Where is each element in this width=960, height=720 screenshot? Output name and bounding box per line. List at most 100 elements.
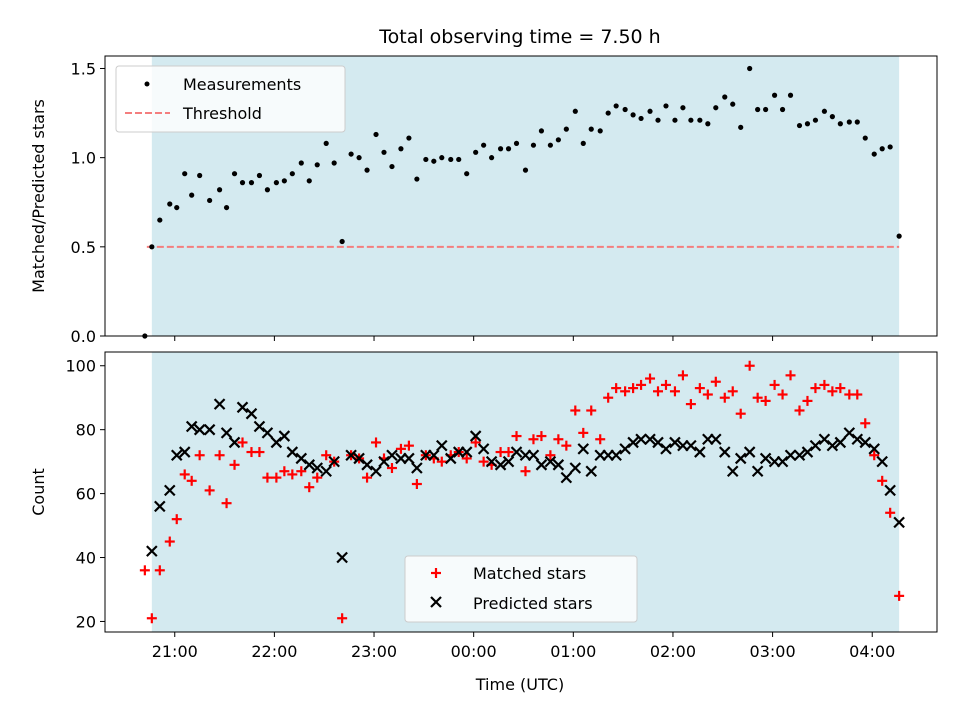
predicted-star-point: [843, 427, 856, 439]
predicted-star-point: [328, 455, 340, 468]
measurement-point: [663, 103, 669, 109]
matched-star-point: [503, 447, 514, 458]
matched-star-point: [869, 450, 880, 461]
y-tick-label: 60: [76, 485, 96, 504]
matched-star-point: [660, 379, 671, 390]
predicted-star-point: [560, 471, 573, 484]
measurement-point: [448, 156, 454, 163]
predicted-star-point: [378, 455, 390, 468]
predicted-star-point: [345, 449, 357, 462]
matched-star-point: [570, 405, 581, 416]
predicted-star-point: [535, 459, 548, 471]
measurement-point: [505, 146, 512, 152]
predicted-star-point: [436, 439, 448, 452]
predicted-star-point: [428, 449, 440, 462]
predicted-star-point: [834, 436, 847, 449]
measurement-point: [473, 149, 479, 155]
predicted-star-point: [726, 465, 739, 478]
matched-star-point: [386, 463, 397, 474]
matched-star-point: [171, 514, 182, 525]
matched-star-point: [395, 443, 406, 454]
matched-star-point: [819, 379, 830, 390]
matched-star-point: [777, 389, 788, 400]
count-legend: Matched stars Predicted stars: [404, 555, 638, 623]
measurement-point: [747, 65, 753, 72]
predicted-star-point: [851, 433, 864, 446]
matched-star-point: [694, 383, 705, 394]
measurement-point: [182, 171, 188, 177]
predicted-star-point: [460, 446, 473, 458]
matched-star-point: [877, 475, 888, 486]
matched-star-point: [139, 565, 150, 576]
measurement-point: [464, 171, 470, 177]
predicted-star-point: [660, 443, 672, 455]
matched-star-point: [645, 373, 656, 384]
predicted-star-point: [809, 439, 822, 452]
measurement-point: [456, 156, 462, 163]
measurement-point: [763, 106, 769, 113]
predicted-star-point: [610, 449, 622, 462]
measurement-point: [672, 117, 678, 123]
matched-star-point: [653, 386, 664, 397]
predicted-star-point: [370, 465, 382, 478]
matched-star-point: [611, 383, 622, 394]
predicted-star-point: [893, 516, 905, 529]
matched-star-point: [403, 440, 414, 451]
matched-star-point: [595, 434, 606, 445]
predicted-star-point: [635, 433, 647, 446]
matched-star-point: [794, 405, 805, 416]
matched-star-point: [744, 360, 755, 371]
matched-star-point: [237, 437, 248, 448]
matched-star-point: [553, 434, 564, 445]
matched-star-point: [154, 565, 165, 576]
predicted-star-point: [336, 551, 348, 564]
measurement-point: [331, 160, 337, 166]
matched-star-point: [802, 395, 813, 406]
chart-title: Total observing time = 7.50 h: [378, 26, 660, 48]
x-tick-label: 03:00: [750, 642, 796, 661]
predicted-star-point: [818, 433, 831, 446]
measurement-point: [513, 140, 520, 146]
measurement-point: [887, 144, 893, 150]
matched-star-point: [296, 466, 307, 477]
measurement-point: [854, 119, 860, 125]
matched-star-point: [229, 459, 240, 470]
measurement-point: [572, 108, 578, 114]
matched-star-point: [371, 437, 382, 448]
measurement-point: [547, 142, 553, 148]
matched-star-point: [194, 450, 205, 461]
matched-star-point: [304, 482, 315, 493]
measurement-point: [398, 146, 404, 152]
measurement-point: [588, 126, 594, 132]
matched-star-point: [561, 440, 572, 451]
predicted-star-point: [527, 449, 540, 462]
ratio-y-ticks: 0.0 0.5 1.0 1.5: [71, 59, 105, 346]
matched-star-point: [461, 453, 472, 464]
predicted-stars-legend-label: Predicted stars: [473, 594, 593, 613]
measurement-point: [530, 142, 537, 148]
matched-stars-legend-label: Matched stars: [473, 564, 586, 583]
y-tick-label: 100: [65, 357, 96, 376]
measurement-point: [597, 128, 603, 134]
y-tick-label: 0.0: [71, 327, 96, 346]
predicted-star-point: [694, 446, 706, 458]
predicted-star-point: [743, 446, 756, 458]
measurement-point: [796, 122, 803, 129]
threshold-legend-label: Threshold: [182, 104, 262, 123]
ratio-legend-box: [115, 65, 346, 133]
measurement-point: [389, 163, 395, 170]
measurement-point: [821, 108, 828, 114]
y-tick-label: 40: [76, 549, 96, 568]
predicted-star-point: [510, 446, 523, 458]
matched-star-point: [262, 472, 273, 483]
matched-star-point: [852, 389, 863, 400]
measurement-point: [697, 117, 703, 123]
measurement-point: [862, 135, 868, 141]
predicted-star-point: [502, 455, 515, 468]
measurement-point: [489, 155, 495, 161]
matched-stars-legend-marker: [431, 568, 441, 578]
count-y-axis-label: Count: [29, 468, 48, 516]
matched-star-point: [620, 386, 631, 397]
matched-star-point: [511, 431, 522, 442]
measurement-point: [738, 124, 744, 130]
